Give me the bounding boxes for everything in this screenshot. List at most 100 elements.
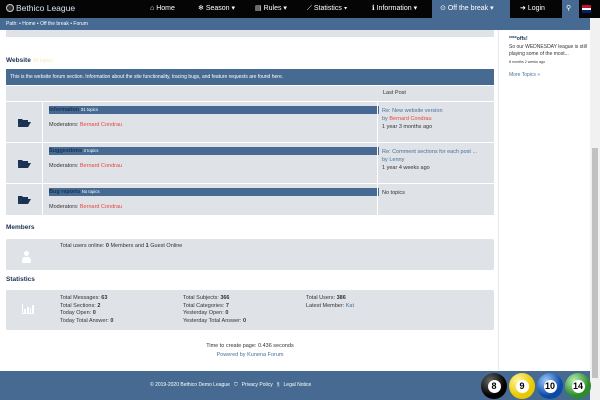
moderator-link[interactable]: Bernard Condrau xyxy=(79,163,123,169)
category-name[interactable]: Suggestions xyxy=(49,148,83,154)
stat-label: Yesterday Total Answer: xyxy=(183,317,242,324)
category-count: 3 topics xyxy=(83,148,99,153)
moderators-label: Moderators: xyxy=(49,122,79,128)
online-post: Guest Online xyxy=(150,243,183,249)
shield-icon: ⛉ xyxy=(233,382,238,388)
category-row: Information 31 topics Moderators: Bernar… xyxy=(6,101,494,142)
stat-label: Latest Member: xyxy=(306,302,345,309)
search-icon[interactable]: ⚲ xyxy=(562,0,579,18)
stat-value: 7 xyxy=(225,302,229,309)
stat-item: Yesterday Total Answer: 0 xyxy=(183,318,246,326)
brand-link[interactable]: Bethico League xyxy=(6,3,75,13)
nav-label: Rules xyxy=(263,5,282,12)
stat-item: Total Subjects: 366 xyxy=(183,295,230,303)
nav-home[interactable]: ⌂ Home xyxy=(150,5,175,12)
last-post-time: 1 year 4 weeks ago xyxy=(382,165,430,171)
nav-label: Information xyxy=(376,5,412,12)
members-panel: Total users online: 0 Members and 1 Gues… xyxy=(6,239,494,270)
moderators: Moderators: Bernard Condrau xyxy=(49,163,122,169)
category-name[interactable]: Bug reports xyxy=(49,189,81,195)
sidebar-topic-time: 8 months 2 weeks ago xyxy=(509,59,545,64)
members-count: 0 xyxy=(105,243,109,249)
stat-item: Total Sections: 2 xyxy=(60,303,100,311)
nav-rules[interactable]: ▤ Rules ▾ xyxy=(255,5,287,12)
by-label: by xyxy=(382,157,388,163)
ball-9-icon: 9 xyxy=(509,373,535,399)
category-title-bar[interactable]: Suggestions 3 topics xyxy=(49,147,379,155)
scrollbar-thumb[interactable] xyxy=(592,148,598,378)
statistics-panel: Total Messages: 63 Total Sections: 2 Today… xyxy=(6,290,494,330)
category-row: Bug reports No topics Moderators: Bernar… xyxy=(6,183,494,215)
page-time: Time to create page: 0.436 seconds xyxy=(206,343,294,349)
ball-number: 9 xyxy=(515,379,529,393)
stat-label: Today Open: xyxy=(60,310,92,316)
members-title: Members xyxy=(6,224,35,231)
ball-number: 8 xyxy=(487,379,501,393)
sidebar: ****offs! So our WEDNESDAY league is sti… xyxy=(498,30,590,370)
nav-statistics[interactable]: ⟋ Statistics ▾ xyxy=(307,5,348,12)
last-post-header: Last Post xyxy=(383,90,406,96)
nav-information[interactable]: ℹ Information ▾ xyxy=(372,5,418,12)
nav-label: Login xyxy=(527,5,545,12)
folder-open-icon xyxy=(6,184,43,215)
table-header: Last Post xyxy=(6,86,494,101)
breadcrumb: Path: • Home • Off the break • Forum xyxy=(0,18,590,30)
category-count: 31 topics xyxy=(80,107,98,112)
latest-member-link[interactable]: Kat xyxy=(345,302,355,309)
stat-item: Latest Member: Kat xyxy=(306,303,354,311)
stat-value: 63 xyxy=(101,295,108,301)
online-summary: Total users online: 0 Members and 1 Gues… xyxy=(60,243,182,249)
category-row: Suggestions 3 topics Moderators: Bernard… xyxy=(6,142,494,183)
category-name[interactable]: Information xyxy=(49,107,80,113)
online-label: Total users online: xyxy=(60,243,105,249)
sidebar-topic-link[interactable]: ****offs! xyxy=(509,36,528,42)
nav-label: Home xyxy=(156,5,175,12)
stat-value: 0 xyxy=(225,310,229,316)
moderators: Moderators: Bernard Condrau xyxy=(49,122,122,128)
stat-item: Yesterday Open: 0 xyxy=(183,310,228,318)
ball-number: 14 xyxy=(571,379,585,393)
nav-login[interactable]: ➜ Login xyxy=(520,5,545,12)
nav-season[interactable]: ❄ Season ▾ xyxy=(198,5,236,12)
stat-label: Today Total Answer: xyxy=(60,317,109,324)
last-post-link[interactable]: Re: New website version xyxy=(382,108,443,114)
section-title: Website 34 topics xyxy=(6,57,53,64)
moderator-link[interactable]: Bernard Condrau xyxy=(79,122,123,128)
ball-number: 10 xyxy=(543,379,557,393)
stat-item: Total Users: 386 xyxy=(306,295,346,303)
moderator-link[interactable]: Bernard Condrau xyxy=(79,204,123,210)
last-post-link[interactable]: Re: Comment sections for each post ... xyxy=(382,149,478,155)
stat-label: Total Users: xyxy=(306,295,336,301)
flag-uk-icon[interactable] xyxy=(582,5,591,13)
no-topics: No topics xyxy=(382,190,405,196)
privacy-policy-link[interactable]: Privacy Policy xyxy=(241,382,273,388)
stat-item: Total Categories: 7 xyxy=(183,303,229,311)
category-title-bar[interactable]: Information 31 topics xyxy=(49,106,379,114)
stat-value: 2 xyxy=(97,302,101,309)
nav-label: Off the break xyxy=(447,5,489,12)
brand-name: Bethico League xyxy=(16,3,76,13)
powered-by-link[interactable]: Powered by Kunena Forum xyxy=(216,352,284,358)
stat-label: Total Sections: xyxy=(60,302,96,309)
category-count: No topics xyxy=(81,189,100,194)
folder-open-icon xyxy=(6,102,43,142)
more-topics-link[interactable]: More Topics » xyxy=(509,72,541,78)
copyright: © 2019-2020 Bethico Demo League xyxy=(150,382,230,388)
nav-label: Statistics xyxy=(313,5,342,12)
stat-label: Total Categories: xyxy=(183,302,225,309)
last-post-author[interactable]: Bernard Condrau xyxy=(389,116,432,122)
section-count: 34 topics xyxy=(32,58,53,64)
category-title-bar[interactable]: Bug reports No topics xyxy=(49,188,379,196)
scrollbar[interactable] xyxy=(590,18,600,400)
section-title-text: Website xyxy=(6,57,31,64)
legal-notice-link[interactable]: Legal Notice xyxy=(283,382,312,388)
by-label: by xyxy=(382,116,388,122)
nav-off-the-break[interactable]: ⊙ Off the break ▾ xyxy=(432,0,510,18)
guests-count: 1 xyxy=(145,243,149,249)
moderators-label: Moderators: xyxy=(49,204,79,210)
last-post-author[interactable]: Lenny xyxy=(389,157,405,163)
user-icon xyxy=(22,251,31,263)
last-post: Re: New website version by Bernard Condra… xyxy=(377,102,494,142)
stat-item: Today Total Answer: 0 xyxy=(60,318,113,326)
moderators-label: Moderators: xyxy=(49,163,79,169)
